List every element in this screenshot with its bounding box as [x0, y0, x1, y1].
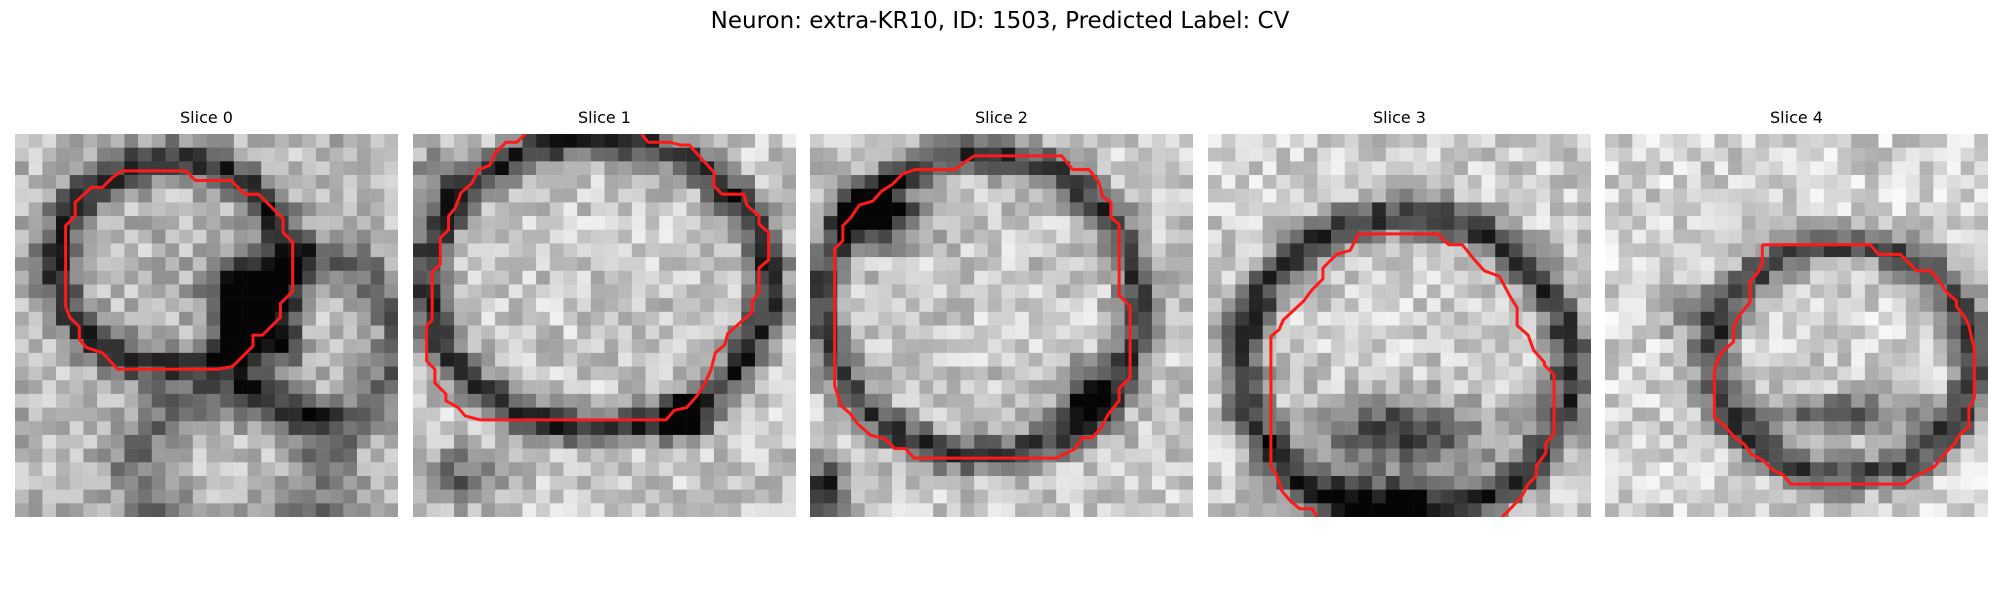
slice-title-2: Slice 2 [975, 108, 1028, 127]
slice-panel-0: Slice 0 [15, 108, 398, 520]
slice-pixels-1 [413, 134, 796, 517]
slice-panel-3: Slice 3 [1208, 108, 1591, 520]
slice-image-3 [1208, 134, 1591, 517]
contour-line-1 [425, 134, 771, 422]
slice-image-0 [15, 134, 398, 517]
slice-title-4: Slice 4 [1770, 108, 1823, 127]
slice-title-0: Slice 0 [180, 108, 233, 127]
slice-pixels-3 [1208, 134, 1591, 517]
slice-panel-2: Slice 2 [810, 108, 1193, 520]
slice-image-2 [810, 134, 1193, 517]
slice-title-1: Slice 1 [578, 108, 631, 127]
contour-line-4 [1712, 243, 1976, 486]
slice-title-3: Slice 3 [1373, 108, 1426, 127]
slice-image-4 [1605, 134, 1988, 517]
contour-line-2 [833, 154, 1132, 460]
figure-title: Neuron: extra-KR10, ID: 1503, Predicted … [710, 8, 1290, 34]
contour-line-0 [64, 169, 295, 371]
slice-panel-1: Slice 1 [413, 108, 796, 520]
slice-panel-4: Slice 4 [1605, 108, 1988, 520]
slice-pixels-0 [15, 134, 398, 517]
contour-line-3 [1269, 232, 1556, 517]
slice-pixels-2 [810, 134, 1193, 517]
slice-pixels-4 [1605, 134, 1988, 517]
slice-image-1 [413, 134, 796, 517]
